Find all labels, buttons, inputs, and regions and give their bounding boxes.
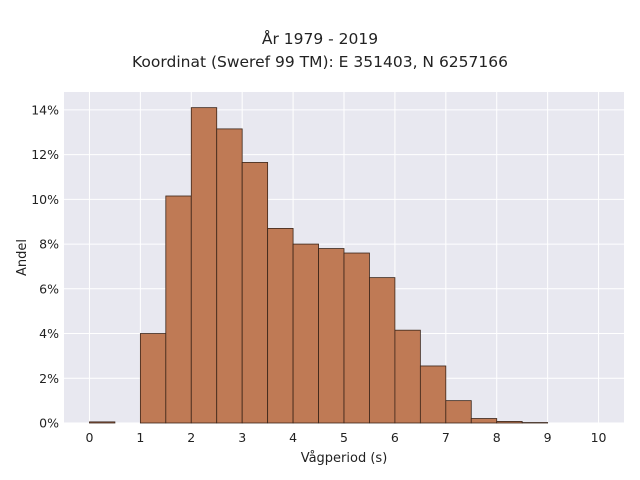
histogram-bar xyxy=(190,107,218,424)
histogram-bar xyxy=(445,400,472,424)
histogram-bar xyxy=(369,277,396,424)
histogram-bar xyxy=(496,421,523,424)
histogram-bar xyxy=(343,252,370,424)
y-tick-label: 0% xyxy=(39,416,59,431)
x-tick-labels: 0 1 2 3 4 5 6 7 8 9 10 xyxy=(85,430,606,445)
y-tick-label: 6% xyxy=(39,281,59,296)
histogram-bar xyxy=(470,418,498,424)
chart-title-line-1: År 1979 - 2019 xyxy=(261,30,379,48)
y-tick-label: 4% xyxy=(39,326,59,341)
y-axis-label: Andel xyxy=(15,239,30,276)
histogram-bar xyxy=(216,128,243,424)
y-tick-label: 8% xyxy=(39,237,59,252)
histogram-bar xyxy=(267,228,294,424)
histogram-bar xyxy=(394,329,421,424)
y-tick-labels: 0% 2% 4% 6% 8% 10% 12% 14% xyxy=(31,102,59,430)
histogram-bar xyxy=(139,333,167,424)
histogram-bar xyxy=(165,195,192,424)
histogram-bar xyxy=(419,365,447,424)
x-tick-label: 8 xyxy=(493,430,501,445)
x-tick-label: 6 xyxy=(391,430,399,445)
y-tick-label: 12% xyxy=(31,147,59,162)
chart-title: År 1979 - 2019 Koordinat (Sweref 99 TM):… xyxy=(0,28,640,74)
bars xyxy=(89,107,549,424)
y-tick-label: 2% xyxy=(39,371,59,386)
y-tick-label: 14% xyxy=(31,102,59,117)
x-tick-label: 0 xyxy=(85,430,93,445)
y-tick-label: 10% xyxy=(31,192,59,207)
histogram-bar xyxy=(89,421,116,424)
x-tick-label: 1 xyxy=(136,430,144,445)
x-tick-label: 2 xyxy=(187,430,195,445)
x-tick-label: 5 xyxy=(340,430,348,445)
histogram-bar xyxy=(318,248,345,424)
histogram-bar xyxy=(241,162,269,424)
x-tick-label: 10 xyxy=(591,430,607,445)
x-tick-label: 4 xyxy=(289,430,297,445)
x-axis-label: Vågperiod (s) xyxy=(301,451,388,466)
x-tick-label: 3 xyxy=(238,430,246,445)
chart-title-line-2: Koordinat (Sweref 99 TM): E 351403, N 62… xyxy=(132,53,508,71)
x-tick-label: 9 xyxy=(544,430,552,445)
histogram-bar xyxy=(292,243,319,424)
x-tick-label: 7 xyxy=(442,430,450,445)
